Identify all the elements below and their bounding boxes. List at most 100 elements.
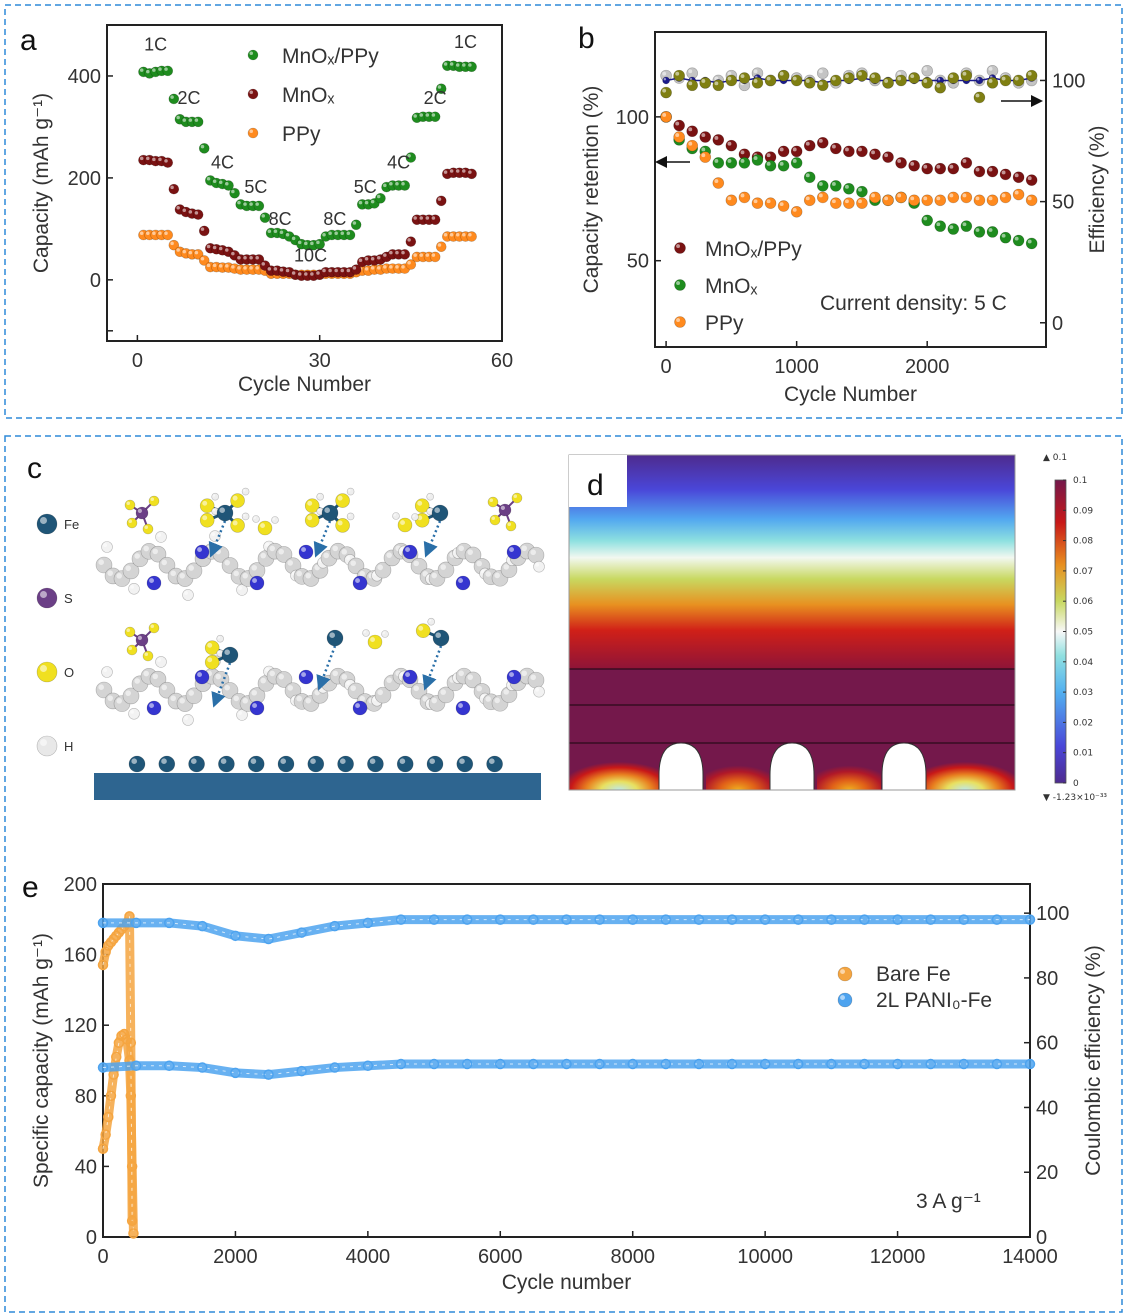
fe-surface-atom	[337, 755, 354, 773]
x-tick-label: 12000	[870, 1246, 926, 1268]
series-0-point	[429, 111, 441, 123]
carbon-atom-highlight	[503, 689, 510, 695]
series-0-point-highlight	[962, 159, 967, 163]
series-0-point-highlight	[897, 159, 902, 163]
series-3-point	[428, 914, 440, 925]
hydrogen-atom	[128, 708, 140, 720]
concentration-heatmap: d 00.010.020.030.040.050.060.070.080.090…	[568, 453, 1107, 803]
fe-surface-atom-highlight	[459, 758, 465, 764]
series-3-point-highlight	[988, 66, 993, 71]
series-2-point	[263, 1069, 274, 1080]
series-0-point-highlight	[714, 136, 719, 140]
panel-label-d: d	[587, 469, 604, 502]
series-3-point-highlight	[727, 71, 732, 76]
carbon-atom-highlight	[413, 560, 420, 567]
y-tick-label: 100	[616, 107, 649, 129]
series-1-point-highlight	[923, 216, 928, 221]
series-2-point-highlight	[425, 253, 430, 257]
carbon-atom-highlight	[422, 571, 429, 577]
oxygen-atom-highlight	[202, 500, 208, 506]
series-2-point	[329, 1062, 340, 1073]
nitrogen-atom	[506, 669, 522, 685]
hydrogen-atom-highlight	[317, 508, 321, 512]
series-0-point-highlight	[139, 68, 144, 72]
nitrogen-atom	[194, 669, 210, 685]
fe-ion	[216, 504, 234, 522]
series-2-point-highlight	[401, 265, 405, 269]
series-2-point-highlight	[1027, 196, 1032, 201]
sulfur-atom-highlight	[137, 635, 142, 641]
series-0-point-highlight	[194, 118, 199, 122]
carbon-atom-highlight	[233, 570, 239, 577]
series-1-point	[960, 220, 973, 232]
hydrogen-atom	[155, 656, 167, 668]
series-1-point-highlight	[413, 216, 417, 220]
hydrogen-atom	[362, 629, 370, 637]
series-2-point	[162, 229, 174, 241]
oxygen-atom	[335, 518, 350, 533]
gap-gradient	[817, 755, 881, 790]
rate-label: 5C	[354, 177, 377, 197]
series-5-point	[751, 77, 764, 89]
hydrogen-atom	[411, 513, 419, 521]
fe-surface-atom-highlight	[340, 758, 346, 764]
carbon-atom-highlight	[323, 677, 330, 684]
series-0-point-highlight	[310, 241, 314, 246]
series-1-point-highlight	[364, 256, 369, 261]
series-0-point-highlight	[383, 183, 387, 188]
carbon-atom-highlight	[161, 559, 167, 566]
series-5-point-highlight	[936, 83, 941, 88]
legend-marker	[837, 966, 853, 982]
series-1-point	[764, 159, 777, 172]
series-1-point-highlight	[279, 268, 284, 272]
molecular-model-illustration: Fe S O H	[36, 487, 545, 800]
series-5-point-highlight	[740, 74, 745, 79]
rate-label: 1C	[144, 34, 167, 54]
y-right-tick-label: 40	[1036, 1097, 1058, 1119]
fe-surface-atom	[218, 755, 235, 773]
top-panel-frame	[4, 4, 1123, 419]
fe-surface-atom-highlight	[250, 758, 257, 764]
gap-gradient	[706, 755, 770, 790]
oxygen-atom	[489, 514, 501, 526]
series-1-texture	[102, 916, 133, 1221]
nitrogen-atom-highlight	[197, 672, 202, 677]
x-tick-label: 2000	[905, 356, 950, 378]
legend-label: Bare Fe	[876, 963, 951, 986]
series-0-point	[162, 65, 174, 77]
series-2-point	[859, 1058, 870, 1070]
carbon-atom-highlight	[458, 545, 465, 552]
hydrogen-atom	[316, 492, 324, 501]
series-4-point-highlight	[937, 78, 941, 81]
series-0-point-highlight	[152, 68, 156, 72]
series-0-point-highlight	[200, 144, 205, 149]
series-1-point-highlight	[328, 268, 332, 273]
series-2-point-highlight	[431, 253, 436, 257]
series-0-point	[350, 219, 362, 231]
series-0-point-highlight	[455, 63, 460, 67]
colorbar-tick-label: 0.05	[1073, 628, 1093, 638]
fe-surface-atom-highlight	[161, 758, 167, 764]
series-3-point	[627, 914, 638, 925]
carbon-atom-highlight	[134, 678, 140, 684]
series-2-point-highlight	[164, 231, 168, 235]
y-right-tick-label: 50	[1052, 192, 1074, 214]
series-5-point-highlight	[779, 71, 784, 76]
colorbar-tick-label: 0.04	[1073, 658, 1093, 668]
series-1-point-highlight	[267, 267, 272, 271]
arch-obstacle	[658, 742, 704, 791]
series-5-point	[725, 74, 738, 87]
carbon-atom-highlight	[314, 689, 321, 696]
x-tick-label: 0	[132, 350, 143, 372]
series-0-point	[934, 162, 947, 175]
carbon-atom-highlight	[170, 570, 176, 577]
nitrogen-atom	[298, 669, 314, 685]
right-corner-gradient	[915, 743, 1015, 790]
series-2-point	[428, 1058, 440, 1070]
series-1-point-highlight	[249, 255, 253, 260]
series-2-point	[999, 191, 1012, 204]
carbon-atom	[527, 546, 545, 564]
x-tick-label: 14000	[1002, 1246, 1058, 1268]
carbon-atom-highlight	[170, 695, 176, 702]
nitrogen-atom-highlight	[252, 703, 257, 708]
